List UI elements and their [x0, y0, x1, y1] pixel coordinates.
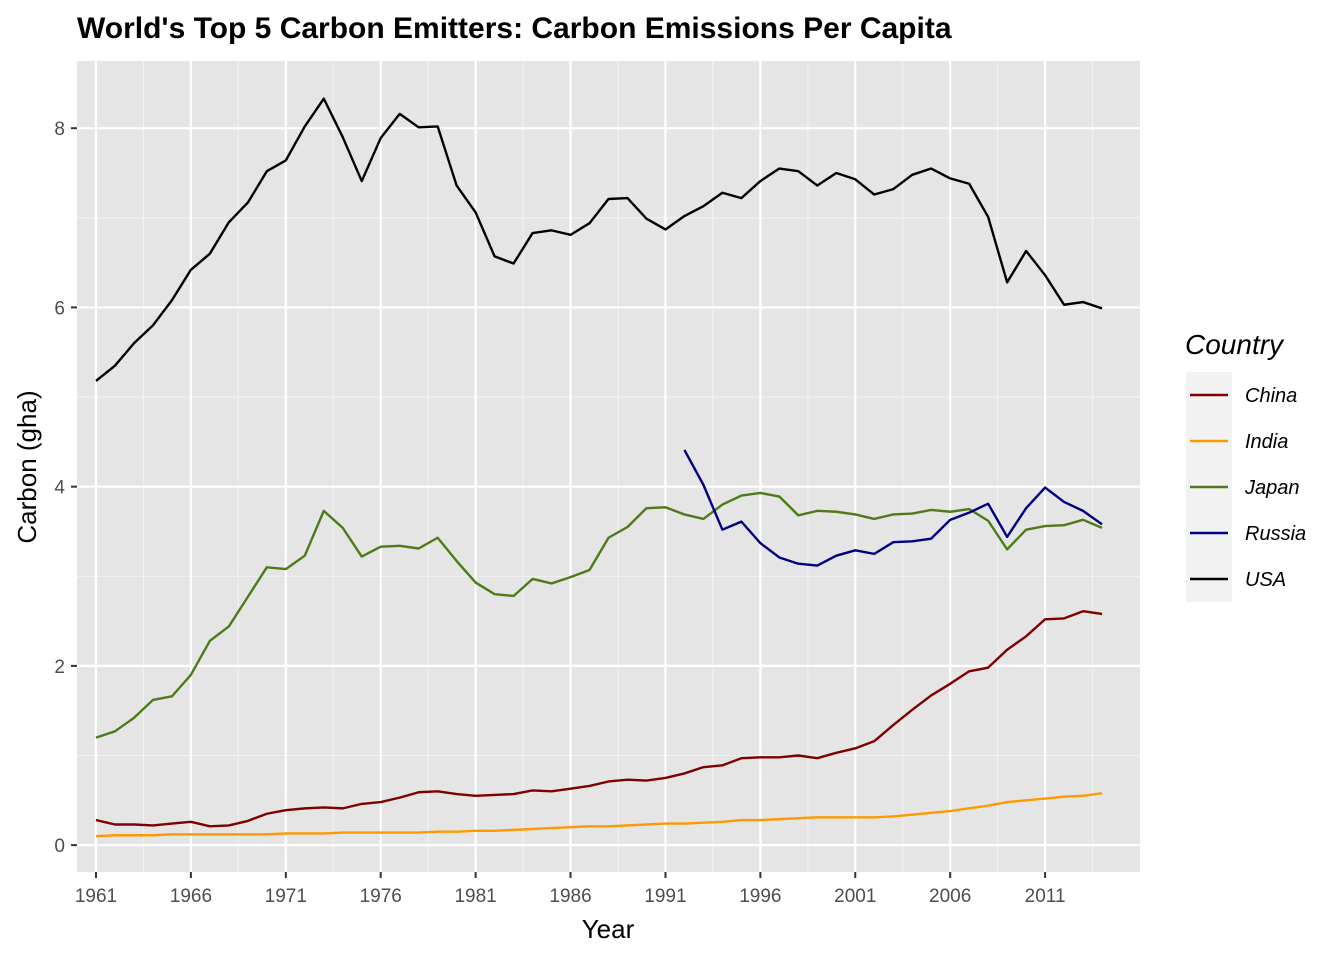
y-tick-label: 0 — [54, 836, 65, 857]
y-tick-label: 2 — [54, 657, 65, 678]
y-tick-label: 8 — [54, 119, 65, 140]
x-tick-label: 2011 — [1025, 886, 1066, 907]
x-tick-label: 1966 — [170, 886, 212, 907]
y-axis-title: Carbon (gha) — [12, 390, 42, 543]
legend-label-india: India — [1245, 431, 1288, 453]
series-line-china — [95, 610, 1103, 828]
legend-label-usa: USA — [1245, 569, 1286, 591]
series-lines — [95, 97, 1103, 838]
series-line-russia — [683, 449, 1103, 567]
y-tick-label: 4 — [54, 478, 65, 499]
series-line-usa — [95, 97, 1103, 382]
legend-label-japan: Japan — [1244, 477, 1300, 499]
legend-label-russia: Russia — [1245, 523, 1306, 545]
x-tick-label: 1981 — [454, 886, 496, 907]
grid-lines — [77, 61, 1140, 872]
series-line-japan — [95, 491, 1103, 739]
x-tick-label: 2006 — [929, 886, 971, 907]
x-axis-title: Year — [582, 914, 635, 944]
x-tick-label: 1971 — [265, 886, 307, 907]
x-tick-label: 1991 — [644, 886, 686, 907]
x-tick-label: 2001 — [834, 886, 876, 907]
chart-title: World's Top 5 Carbon Emitters: Carbon Em… — [77, 12, 952, 45]
series-line-india — [95, 791, 1103, 838]
plot-panel — [77, 61, 1140, 872]
axes: 1961 1966 1971 1976 1981 1986 1991 1996 2001 2006… — [54, 119, 1065, 907]
x-tick-label: 1986 — [549, 886, 591, 907]
legend-label-china: China — [1245, 385, 1297, 407]
x-tick-label: 1961 — [75, 886, 117, 907]
x-tick-label: 1976 — [360, 886, 402, 907]
x-tick-label: 1996 — [739, 886, 781, 907]
legend-title: Country — [1185, 329, 1285, 360]
legend: Country China India Japan Russia USA — [1185, 329, 1306, 602]
y-tick-label: 6 — [54, 298, 65, 319]
